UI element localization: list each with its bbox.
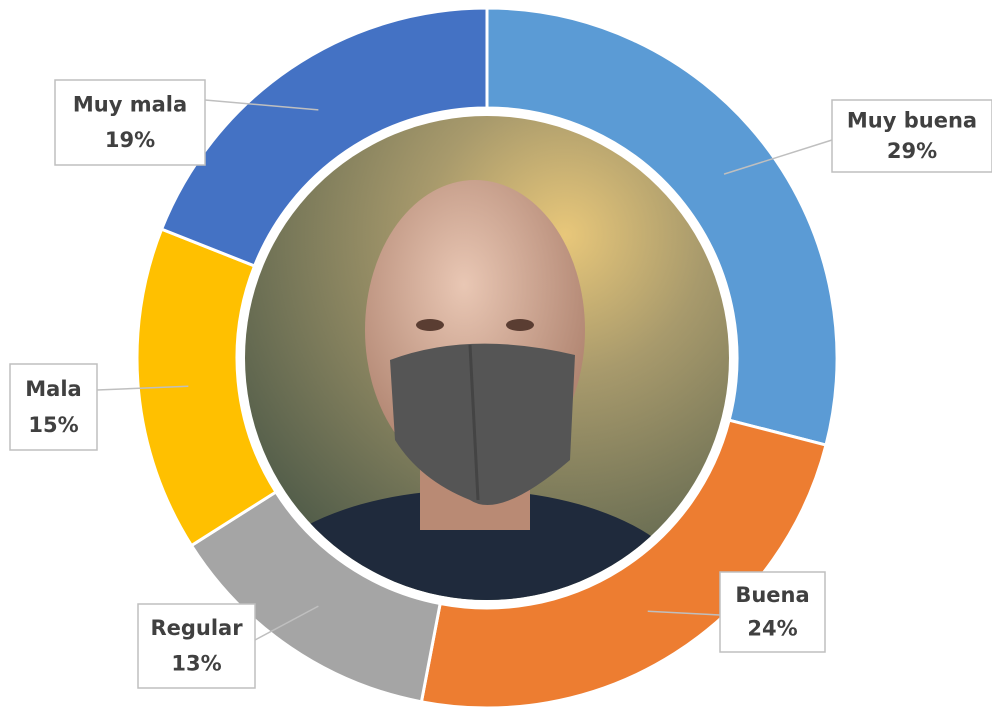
category-label: Muy mala	[73, 93, 187, 117]
value-label: 15%	[28, 413, 78, 437]
value-label: 24%	[747, 617, 797, 641]
value-label: 13%	[171, 651, 221, 675]
category-label: Buena	[735, 583, 809, 607]
category-label: Muy buena	[847, 109, 977, 133]
center-photo	[245, 116, 729, 600]
leader-line	[254, 605, 319, 641]
leader-line	[96, 385, 189, 391]
data-labels: Muy buena 29% Buena 24% Regular 13% Mala 15% Muy…	[9, 79, 992, 689]
label-box	[137, 603, 256, 689]
leader-line	[647, 610, 721, 616]
label-box	[719, 571, 826, 653]
category-label: Mala	[25, 377, 81, 401]
leader-line	[723, 139, 833, 175]
label-box	[831, 99, 992, 173]
category-label: Regular	[150, 616, 243, 640]
value-label: 19%	[105, 128, 155, 152]
label-box	[54, 79, 206, 166]
leader-line	[204, 99, 319, 111]
label-box	[9, 363, 98, 451]
value-label: 29%	[887, 139, 937, 163]
